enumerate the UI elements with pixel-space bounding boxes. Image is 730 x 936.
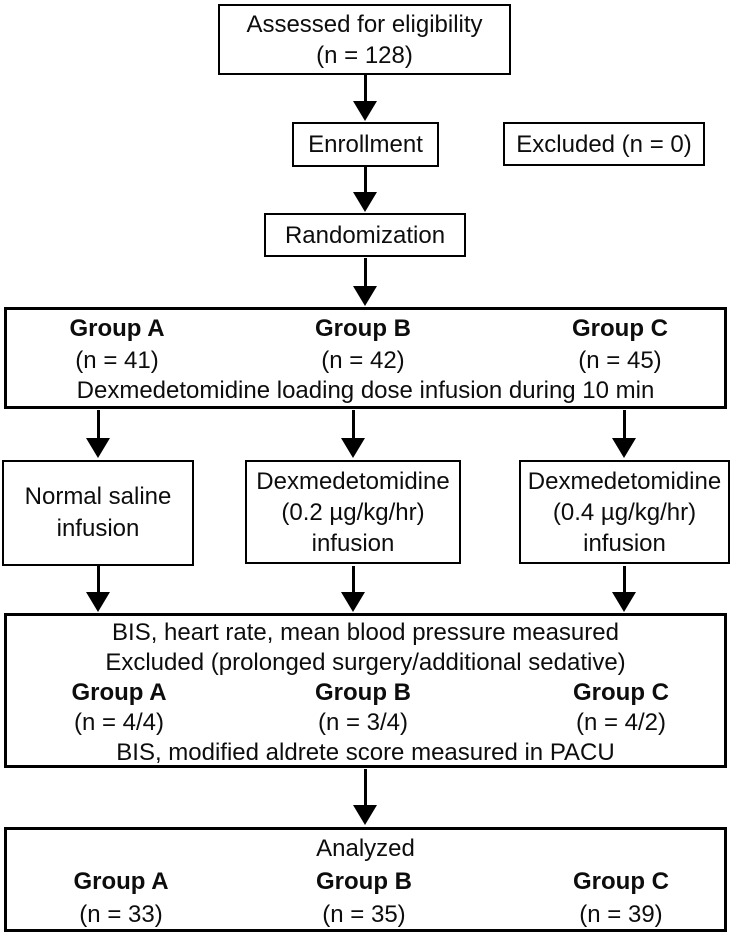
box-line: Normal saline xyxy=(24,483,172,510)
box-line: Assessed for eligibility xyxy=(246,10,483,38)
box-measurements: BIS, heart rate, mean blood pressure mea… xyxy=(4,613,727,768)
box-loading-dose: Group A (n = 41) Group B (n = 42) Group … xyxy=(4,307,727,409)
analyzed-title: Analyzed xyxy=(316,835,415,862)
box-arm-dexmedetomidine-0-2: Dexmedetomidine (0.2 µg/kg/hr) infusion xyxy=(245,460,461,564)
group-a-block: Group A (n = 41) xyxy=(69,313,164,377)
arrow-randomization-to-loading xyxy=(353,258,377,306)
box-line: infusion xyxy=(583,529,666,557)
box-excluded: Excluded (n = 0) xyxy=(503,122,705,166)
arrow-loading-to-arm-a xyxy=(86,410,110,458)
box-line: Excluded (n = 0) xyxy=(516,130,692,158)
group-n: (n = 4/4) xyxy=(73,709,165,736)
box-enrollment: Enrollment xyxy=(292,122,439,167)
arrow-enrollment-to-randomization xyxy=(353,167,377,212)
group-row: Group A (n = 41) Group B (n = 42) Group … xyxy=(7,311,724,375)
group-name: Group B xyxy=(316,868,412,895)
loading-note: Dexmedetomidine loading dose infusion du… xyxy=(76,377,655,404)
box-line: Dexmedetomidine xyxy=(527,467,722,495)
group-c-block: Group C (n = 39) xyxy=(573,865,669,931)
group-row: Group A (n = 4/4) Group B (n = 3/4) Grou… xyxy=(7,678,724,738)
group-b-block: Group B (n = 35) xyxy=(316,865,412,931)
group-a-block: Group A (n = 4/4) xyxy=(71,678,166,738)
arrow-arm-a-to-measurement xyxy=(86,566,110,612)
group-c-block: Group C (n = 4/2) xyxy=(573,678,669,738)
box-line: (n = 128) xyxy=(316,41,413,69)
arrow-eligibility-to-enrollment xyxy=(353,75,377,121)
measurement-line: BIS, modified aldrete score measured in … xyxy=(116,739,615,766)
box-line: Randomization xyxy=(284,221,446,249)
arrow-arm-c-to-measurement xyxy=(612,566,636,612)
arrow-loading-to-arm-c xyxy=(612,410,636,458)
box-line: Enrollment xyxy=(308,131,423,158)
box-line: infusion xyxy=(311,529,395,557)
box-randomization: Randomization xyxy=(264,213,466,257)
group-name: Group B xyxy=(315,679,411,706)
group-c-block: Group C (n = 45) xyxy=(572,313,668,377)
arrow-arm-b-to-measurement xyxy=(341,566,365,612)
group-b-block: Group B (n = 3/4) xyxy=(315,678,411,738)
group-name: Group A xyxy=(73,868,169,895)
group-name: Group C xyxy=(573,868,669,895)
box-line: (0.4 µg/kg/hr) xyxy=(552,498,697,526)
group-n: (n = 41) xyxy=(75,347,159,374)
group-name: Group A xyxy=(71,679,167,706)
box-arm-dexmedetomidine-0-4: Dexmedetomidine (0.4 µg/kg/hr) infusion xyxy=(519,460,730,564)
group-n: (n = 33) xyxy=(79,901,163,928)
arrow-measurement-to-analyzed xyxy=(353,769,377,825)
group-name: Group B xyxy=(315,315,411,342)
group-name: Group C xyxy=(573,679,669,706)
measurement-line: Excluded (prolonged surgery/additional s… xyxy=(105,649,626,676)
group-name: Group C xyxy=(572,315,668,342)
group-name: Group A xyxy=(69,315,165,342)
group-n: (n = 42) xyxy=(321,347,405,374)
group-n: (n = 45) xyxy=(578,347,662,374)
group-b-block: Group B (n = 42) xyxy=(315,313,411,377)
box-line: infusion xyxy=(56,515,140,542)
arrow-loading-to-arm-b xyxy=(341,410,365,458)
group-n: (n = 4/2) xyxy=(575,709,667,736)
group-n: (n = 35) xyxy=(322,901,406,928)
measurement-line: BIS, heart rate, mean blood pressure mea… xyxy=(112,619,619,646)
box-arm-normal-saline: Normal saline infusion xyxy=(2,460,194,566)
box-line: (0.2 µg/kg/hr) xyxy=(281,498,425,526)
group-n: (n = 39) xyxy=(579,901,663,928)
group-row: Group A (n = 33) Group B (n = 35) Group … xyxy=(7,865,724,931)
group-a-block: Group A (n = 33) xyxy=(73,865,168,931)
box-line: Dexmedetomidine xyxy=(256,467,450,495)
group-n: (n = 3/4) xyxy=(317,709,409,736)
box-assessed-for-eligibility: Assessed for eligibility (n = 128) xyxy=(218,4,511,75)
box-analyzed: Analyzed Group A (n = 33) Group B (n = 3… xyxy=(4,827,727,932)
